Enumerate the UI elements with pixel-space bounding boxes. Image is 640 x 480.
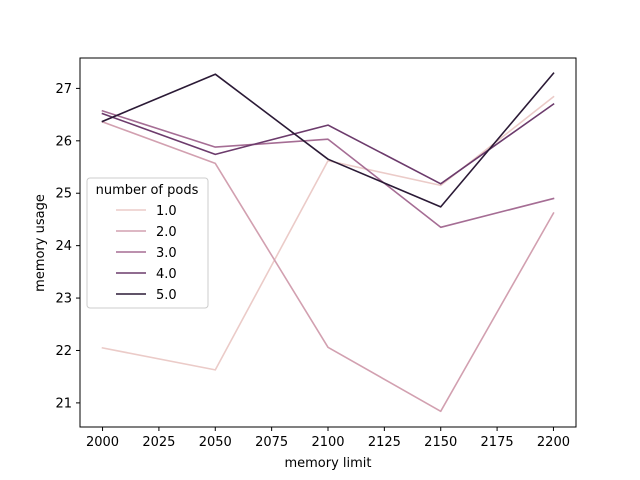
x-tick-label: 2050 (199, 435, 232, 450)
x-axis-label: memory limit (284, 456, 371, 471)
y-tick-label: 26 (55, 134, 72, 149)
x-tick-label: 2025 (142, 435, 175, 450)
x-tick-label: 2000 (86, 435, 119, 450)
y-axis-ticks: 21 22 23 24 25 26 27 (55, 82, 80, 411)
y-axis-label: memory usage (33, 194, 48, 292)
legend-title: number of pods (96, 183, 199, 198)
y-tick-label: 25 (55, 187, 72, 202)
y-tick-label: 23 (55, 292, 72, 307)
series-line-3 (101, 109, 555, 229)
legend-label: 4.0 (156, 267, 177, 282)
legend: number of pods 1.0 2.0 3.0 4.0 5.0 (86, 177, 209, 309)
x-axis-ticks: 2000 2025 2050 2075 2100 2125 2150 2175 2200 (86, 427, 570, 450)
legend-label: 1.0 (156, 204, 177, 219)
series-line-2 (101, 120, 555, 413)
x-tick-label: 2125 (368, 435, 401, 450)
y-tick-label: 27 (55, 82, 72, 97)
x-tick-label: 2150 (424, 435, 457, 450)
y-tick-label: 22 (55, 344, 72, 359)
series-line-4 (101, 102, 555, 185)
series-line-5 (101, 72, 555, 208)
x-tick-label: 2075 (255, 435, 288, 450)
series-line-1 (101, 95, 555, 371)
legend-label: 3.0 (156, 246, 177, 261)
x-tick-label: 2100 (311, 435, 344, 450)
y-tick-label: 21 (55, 396, 72, 411)
legend-label: 5.0 (156, 288, 177, 303)
y-tick-label: 24 (55, 239, 72, 254)
x-tick-label: 2200 (537, 435, 570, 450)
legend-label: 2.0 (156, 225, 177, 240)
x-tick-label: 2175 (481, 435, 514, 450)
series-layer (101, 72, 555, 413)
legend-items: 1.0 2.0 3.0 4.0 5.0 (116, 204, 177, 303)
